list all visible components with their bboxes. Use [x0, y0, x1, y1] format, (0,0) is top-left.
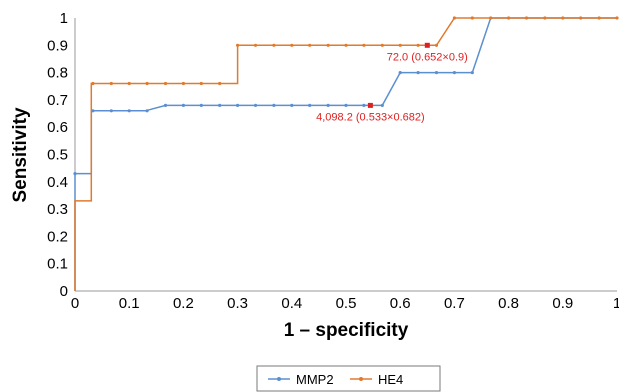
- series-line-mmp2: [74, 17, 617, 291]
- y-tick-label: 0.7: [47, 92, 68, 109]
- data-point-mmp2: [109, 109, 113, 113]
- data-point-mmp2: [434, 71, 439, 75]
- data-point-mmp2: [326, 103, 330, 107]
- y-tick-label: 0.8: [47, 65, 68, 82]
- x-tick-label: 0.6: [390, 295, 411, 312]
- x-tick-label: 0.9: [552, 295, 573, 312]
- annotations: 4,098.2 (0.533×0.682) 72.0 (0.652×0.9): [316, 42, 468, 123]
- annotated-point: [424, 42, 430, 48]
- x-tick-label: 0.1: [119, 295, 140, 312]
- x-tick-label: 0: [71, 295, 79, 312]
- data-point-he4: [218, 81, 222, 86]
- x-tick-labels: 0 0.1 0.2 0.3 0.4 0.5 0.6 0.7 0.8 0.9 1: [71, 295, 619, 312]
- data-point-mmp2: [73, 172, 77, 176]
- data-point-mmp2: [236, 103, 240, 107]
- data-point-he4: [199, 81, 203, 86]
- data-point-mmp2: [253, 103, 258, 107]
- data-point-mmp2: [470, 71, 474, 75]
- data-point-mmp2: [290, 103, 294, 107]
- data-point-he4: [543, 16, 547, 20]
- x-tick-label: 1: [613, 295, 619, 312]
- y-tick-label: 0.9: [47, 37, 68, 54]
- data-point-he4: [362, 43, 366, 47]
- data-point-he4: [91, 81, 95, 86]
- series-lines: [74, 17, 617, 291]
- data-point-he4: [579, 16, 583, 20]
- series-line-he4: [74, 17, 617, 291]
- legend-he4-marker: [359, 377, 363, 381]
- annotation-label: 72.0 (0.652×0.9): [387, 51, 468, 63]
- y-tick-label: 0.5: [47, 147, 68, 164]
- data-point-he4: [489, 16, 493, 20]
- data-point-mmp2: [145, 109, 149, 113]
- x-axis-title: 1 – specificity: [284, 320, 409, 341]
- data-point-he4: [452, 16, 456, 20]
- data-point-he4: [326, 43, 330, 47]
- data-point-he4: [561, 16, 565, 20]
- y-tick-label: 0.3: [47, 201, 68, 218]
- x-tick-label: 0.8: [498, 295, 519, 312]
- data-point-he4: [615, 16, 619, 20]
- data-point-he4: [272, 43, 276, 47]
- x-tick-label: 0.3: [227, 295, 248, 312]
- data-point-mmp2: [163, 103, 168, 107]
- data-point-he4: [398, 43, 402, 47]
- data-point-he4: [290, 43, 294, 47]
- data-point-mmp2: [308, 103, 312, 107]
- y-tick-label: 0: [60, 283, 68, 300]
- data-point-he4: [416, 43, 420, 47]
- y-tick-label: 0.4: [47, 174, 68, 191]
- data-point-he4: [127, 81, 131, 86]
- data-point-mmp2: [416, 71, 420, 75]
- y-tick-label: 0.1: [47, 256, 68, 273]
- x-tick-label: 0.5: [336, 295, 357, 312]
- x-tick-label: 0.2: [173, 295, 194, 312]
- data-point-he4: [507, 16, 511, 20]
- data-point-he4: [145, 81, 149, 86]
- data-point-he4: [253, 43, 258, 47]
- data-point-mmp2: [199, 103, 203, 107]
- legend-mmp2-marker: [277, 377, 281, 381]
- y-axis-title: Sensitivity: [10, 107, 31, 202]
- legend: MMP2 HE4: [256, 365, 441, 392]
- data-point-mmp2: [398, 71, 402, 75]
- x-tick-label: 0.7: [444, 295, 465, 312]
- data-point-mmp2: [218, 103, 222, 107]
- annotated-point: [367, 102, 373, 108]
- data-point-mmp2: [272, 103, 276, 107]
- data-point-he4: [524, 16, 529, 20]
- x-tick-label: 0.4: [281, 295, 302, 312]
- data-point-mmp2: [91, 109, 95, 113]
- data-point-he4: [380, 43, 384, 47]
- data-point-mmp2: [362, 103, 366, 107]
- data-point-he4: [109, 81, 113, 86]
- y-tick-label: 0.2: [47, 228, 68, 245]
- data-point-he4: [308, 43, 312, 47]
- data-point-mmp2: [452, 71, 456, 75]
- y-tick-labels: 0 0.1 0.2 0.3 0.4 0.5 0.6 0.7 0.8 0.9 1: [47, 10, 68, 300]
- data-point-he4: [181, 81, 185, 86]
- data-point-he4: [236, 43, 240, 47]
- annotation-label: 4,098.2 (0.533×0.682): [316, 111, 425, 123]
- legend-mmp2-label: MMP2: [296, 372, 334, 387]
- data-point-he4: [344, 43, 348, 47]
- series-markers: [73, 16, 619, 176]
- data-point-mmp2: [380, 103, 384, 107]
- y-tick-label: 1: [60, 10, 68, 27]
- data-point-he4: [470, 16, 474, 20]
- axes: [74, 18, 617, 292]
- data-point-he4: [434, 43, 439, 47]
- legend-he4-label: HE4: [378, 372, 403, 387]
- data-point-he4: [163, 81, 168, 86]
- data-point-mmp2: [127, 109, 131, 113]
- data-point-he4: [597, 16, 601, 20]
- y-tick-label: 0.6: [47, 119, 68, 136]
- data-point-mmp2: [181, 103, 185, 107]
- data-point-mmp2: [344, 103, 348, 107]
